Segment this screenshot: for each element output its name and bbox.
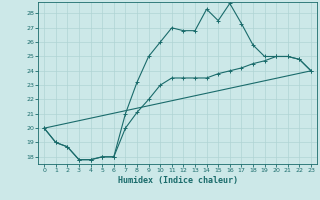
X-axis label: Humidex (Indice chaleur): Humidex (Indice chaleur): [118, 176, 238, 185]
